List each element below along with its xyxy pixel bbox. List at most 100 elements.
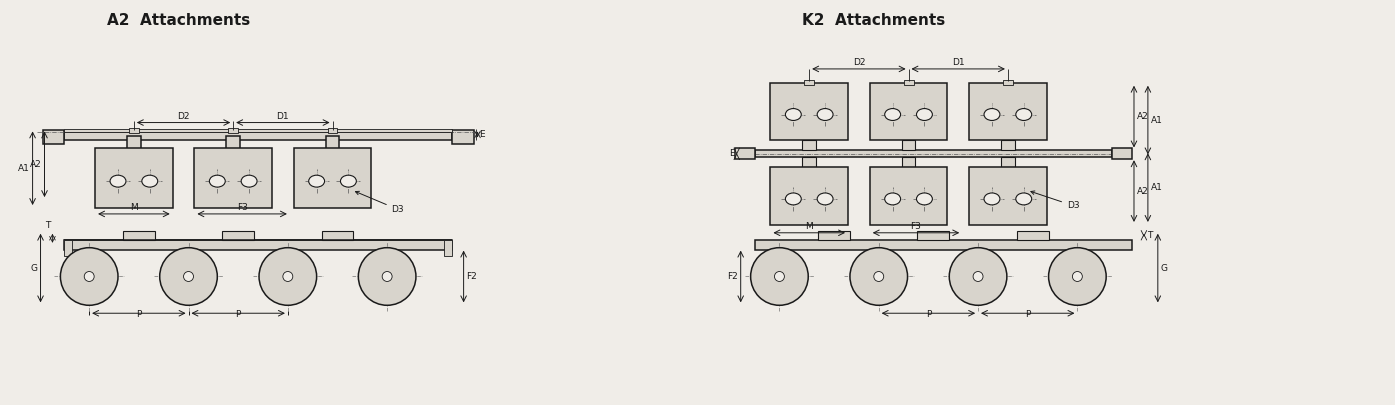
Bar	[325, 136, 339, 150]
Ellipse shape	[917, 109, 932, 120]
Ellipse shape	[884, 193, 901, 205]
Bar	[755, 150, 1112, 157]
Text: A2: A2	[29, 160, 42, 169]
Ellipse shape	[142, 175, 158, 187]
Bar	[1017, 231, 1049, 240]
Text: D2: D2	[177, 111, 190, 121]
Bar	[226, 136, 240, 150]
Bar	[128, 128, 140, 134]
Bar	[1003, 80, 1013, 85]
Bar	[64, 128, 452, 132]
Circle shape	[359, 248, 416, 305]
Text: A1: A1	[18, 164, 29, 173]
Text: P: P	[137, 310, 141, 319]
Bar	[229, 128, 239, 134]
Ellipse shape	[1016, 109, 1032, 120]
Ellipse shape	[817, 109, 833, 120]
Circle shape	[751, 248, 808, 305]
Bar	[970, 167, 1046, 225]
Bar	[805, 80, 815, 85]
Circle shape	[774, 271, 784, 281]
Circle shape	[1073, 271, 1083, 281]
Circle shape	[60, 248, 119, 305]
Bar	[322, 231, 353, 240]
Bar	[64, 240, 452, 249]
Circle shape	[974, 271, 983, 281]
Circle shape	[259, 248, 317, 305]
Text: A1: A1	[1151, 115, 1163, 125]
Text: G: G	[1161, 264, 1168, 273]
Bar	[735, 148, 755, 159]
Text: A2: A2	[1137, 112, 1148, 121]
Text: F3: F3	[237, 203, 247, 212]
Circle shape	[84, 271, 95, 281]
Ellipse shape	[785, 193, 801, 205]
Text: A1: A1	[1151, 183, 1163, 192]
Text: T: T	[1147, 231, 1152, 240]
Circle shape	[283, 271, 293, 281]
Ellipse shape	[983, 109, 1000, 120]
Text: M: M	[805, 222, 813, 231]
Ellipse shape	[308, 175, 325, 187]
Bar	[817, 231, 850, 240]
Bar	[755, 240, 1131, 249]
Bar	[770, 83, 848, 141]
Bar	[294, 148, 371, 208]
Circle shape	[184, 271, 194, 281]
Bar	[1112, 148, 1131, 159]
Text: G: G	[31, 264, 38, 273]
Bar	[1000, 157, 1014, 167]
Bar	[64, 132, 452, 141]
Text: F2: F2	[727, 272, 738, 281]
Text: D3: D3	[356, 191, 405, 214]
Bar	[870, 83, 947, 141]
Ellipse shape	[340, 175, 356, 187]
Bar	[770, 167, 848, 225]
Circle shape	[382, 271, 392, 281]
Ellipse shape	[917, 193, 932, 205]
Bar	[452, 130, 473, 145]
Ellipse shape	[785, 109, 801, 120]
Ellipse shape	[1016, 193, 1032, 205]
Ellipse shape	[884, 109, 901, 120]
Circle shape	[159, 248, 218, 305]
Circle shape	[949, 248, 1007, 305]
Bar	[802, 157, 816, 167]
Bar	[1000, 141, 1014, 150]
Ellipse shape	[817, 193, 833, 205]
Bar	[328, 128, 338, 134]
Text: A2  Attachments: A2 Attachments	[107, 13, 250, 28]
Bar	[918, 231, 949, 240]
Text: D3: D3	[1031, 191, 1080, 210]
Text: D2: D2	[852, 58, 865, 67]
Bar	[95, 148, 173, 208]
Ellipse shape	[241, 175, 257, 187]
Ellipse shape	[209, 175, 225, 187]
Circle shape	[1049, 248, 1106, 305]
Bar	[64, 240, 73, 256]
Text: T: T	[45, 221, 50, 230]
Text: P: P	[926, 310, 930, 319]
Bar	[444, 240, 452, 256]
Text: F3: F3	[911, 222, 922, 231]
Text: E: E	[480, 130, 485, 139]
Bar	[123, 231, 155, 240]
Text: K2  Attachments: K2 Attachments	[802, 13, 946, 28]
Bar	[904, 80, 914, 85]
Bar	[194, 148, 272, 208]
Text: E: E	[730, 149, 735, 158]
Text: P: P	[1025, 310, 1031, 319]
Bar	[222, 231, 254, 240]
Text: D1: D1	[276, 111, 289, 121]
Bar	[127, 136, 141, 150]
Bar	[870, 167, 947, 225]
Ellipse shape	[110, 175, 126, 187]
Text: D1: D1	[951, 58, 964, 67]
Text: A2: A2	[1137, 187, 1148, 196]
Bar	[42, 130, 64, 145]
Ellipse shape	[983, 193, 1000, 205]
Bar	[970, 83, 1046, 141]
Text: F2: F2	[466, 272, 477, 281]
Circle shape	[850, 248, 908, 305]
Bar	[901, 141, 915, 150]
